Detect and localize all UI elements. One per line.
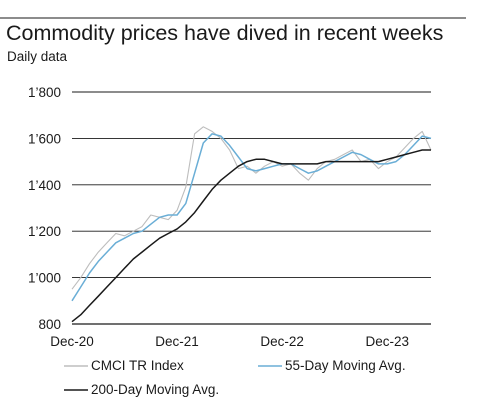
x-tick-label: Dec-23 xyxy=(365,334,409,349)
legend: CMCI TR Index 55-Day Moving Avg. 200-Day M… xyxy=(64,358,406,397)
series-line xyxy=(71,126,432,290)
x-tick-label: Dec-21 xyxy=(155,334,199,349)
y-axis-tick-labels: 800 1’000 1’200 1’400 1’600 1’800 xyxy=(28,85,61,332)
series-line xyxy=(71,149,431,323)
x-tick-label: Dec-22 xyxy=(260,334,304,349)
y-tick-label: 1’200 xyxy=(28,224,61,239)
grid xyxy=(72,91,431,325)
y-tick-label: 1’400 xyxy=(28,178,61,193)
y-tick-label: 800 xyxy=(38,317,61,332)
y-tick-label: 1’000 xyxy=(28,271,61,286)
legend-label: CMCI TR Index xyxy=(91,358,184,373)
series-line xyxy=(71,133,432,302)
chart-title: Commodity prices have dived in recent we… xyxy=(6,21,443,45)
x-tick-label: Dec-20 xyxy=(50,334,94,349)
x-axis: Dec-20 Dec-21 Dec-22 Dec-23 xyxy=(50,334,409,349)
series-lines xyxy=(71,126,432,323)
legend-label: 200-Day Moving Avg. xyxy=(91,382,219,397)
y-tick-label: 1’600 xyxy=(28,131,61,146)
y-tick-label: 1’800 xyxy=(28,85,61,100)
legend-label: 55-Day Moving Avg. xyxy=(285,358,406,373)
chart-subtitle: Daily data xyxy=(7,49,68,64)
